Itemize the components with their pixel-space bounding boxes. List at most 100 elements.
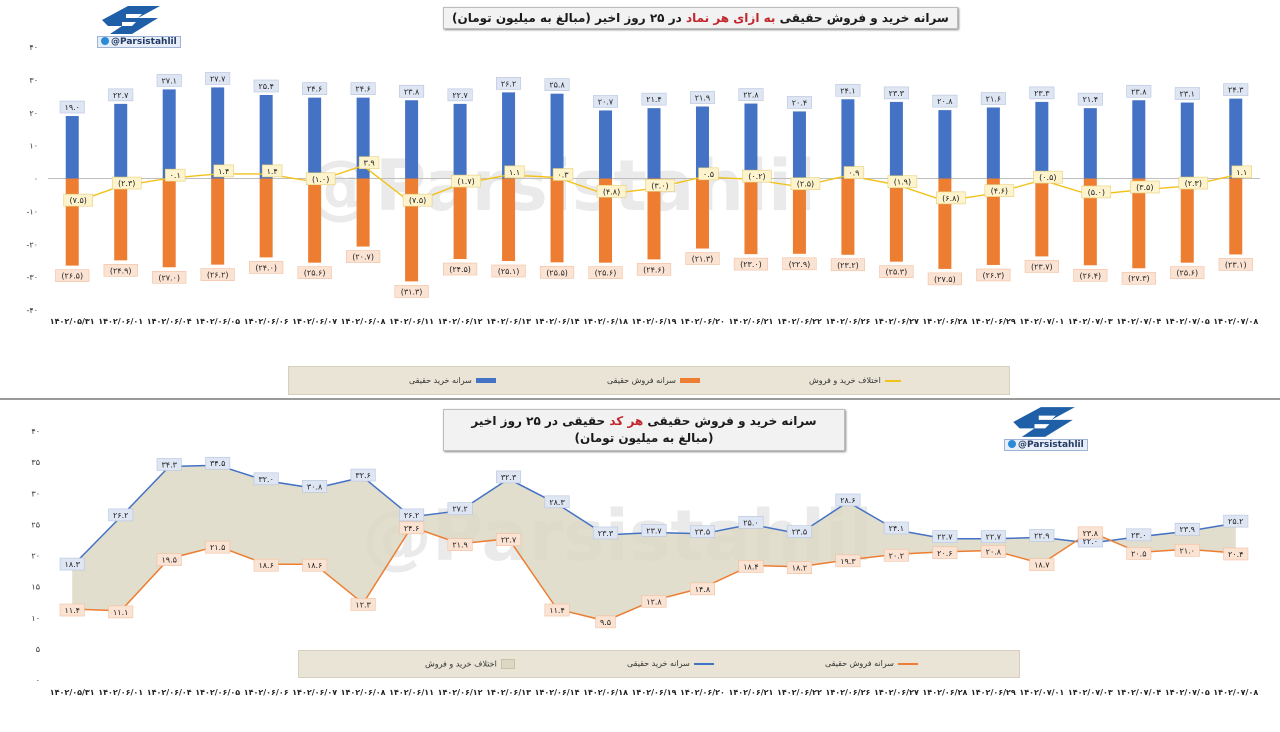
- x-tick-label: ۱۴۰۲/۰۷/۰۱: [1019, 317, 1064, 326]
- bar-sell: [308, 178, 322, 263]
- data-label-diff: (۱.۰): [305, 172, 336, 186]
- data-label-sell: (۲۰.۷): [346, 250, 381, 263]
- data-label-buy-box: [447, 88, 473, 102]
- bar-buy: [1132, 100, 1146, 179]
- bar-buy: [550, 93, 564, 179]
- data-label-sell-box: [156, 553, 182, 566]
- y-tick-label: -۴۰: [27, 306, 38, 315]
- data-label-sell: (۲۳.۷): [1024, 260, 1059, 273]
- data-label-sell: (۲۳.۲): [830, 258, 866, 272]
- data-label-buy-box: [399, 508, 425, 522]
- data-label-buy-text: ۲۷.۲: [452, 505, 467, 514]
- data-label-buy-box: [350, 82, 376, 95]
- x-tick-label: ۱۴۰۲/۰۶/۱۳: [486, 688, 531, 697]
- data-label-sell-text: (۲۵.۱): [498, 267, 520, 276]
- data-label-buy: ۲۷.۱: [156, 74, 182, 87]
- x-tick-label: ۱۴۰۲/۰۶/۲۸: [922, 317, 967, 326]
- data-label-diff-box: [305, 172, 336, 186]
- legend-item-buy: سرانه خرید حقیقی: [627, 659, 714, 668]
- data-label-buy: ۲۲.۸: [738, 88, 764, 101]
- x-tick-label: ۱۴۰۲/۰۶/۲۸: [922, 688, 967, 697]
- x-tick-label: ۱۴۰۲/۰۶/۱۲: [438, 688, 483, 697]
- bar-buy: [405, 100, 419, 179]
- x-tick-label: ۱۴۰۲/۰۶/۰۴: [147, 317, 192, 326]
- data-label-buy: ۲۳.۳: [883, 86, 909, 100]
- data-label-buy-text: ۳۰.۸: [307, 482, 323, 491]
- data-label-diff-box: [843, 166, 865, 179]
- telegram-handle: @Parsistahlil: [1004, 439, 1088, 451]
- x-tick-label: ۱۴۰۲/۰۶/۰۷: [292, 317, 337, 326]
- data-label-buy: ۲۷.۷: [205, 72, 231, 85]
- data-label-buy-text: ۲۷.۷: [210, 74, 226, 83]
- data-label-sell-text: (۲۶.۳): [983, 271, 1005, 280]
- data-label-buy-text: ۲۴.۳: [1228, 86, 1244, 95]
- data-label-sell-box: [55, 269, 90, 282]
- legend-item-buy: سرانه خرید حقیقی: [409, 376, 496, 385]
- data-label-buy-text: ۲۲.۸: [743, 91, 759, 100]
- y-tick-label: ۱۰: [31, 614, 40, 623]
- bar-buy: [65, 116, 79, 179]
- data-label-sell-box: [539, 266, 575, 279]
- data-label-sell-text: ۲۳.۸: [1083, 529, 1099, 538]
- bar-sell: [744, 178, 758, 255]
- data-label-buy-box: [593, 95, 619, 108]
- data-label-sell: ۱۸.۶: [302, 558, 328, 572]
- data-label-sell-text: (۲۰.۷): [352, 253, 374, 262]
- legend-item-diff: اختلاف خرید و فروش: [425, 659, 515, 669]
- x-tick-label: ۱۴۰۲/۰۶/۱۱: [389, 317, 434, 326]
- telegram-handle: @Parsistahlil: [97, 36, 181, 48]
- data-label-buy: ۲۲.۷: [108, 88, 134, 102]
- data-label-sell-text: (۲۱.۳): [692, 255, 714, 264]
- x-tick-label: ۱۴۰۲/۰۷/۰۱: [1019, 688, 1064, 697]
- data-label-sell: ۹.۵: [595, 615, 616, 629]
- data-label-buy: ۲۶.۲: [108, 508, 134, 522]
- data-label-buy: ۲۳.۳: [1029, 86, 1055, 100]
- data-label-buy-box: [641, 92, 667, 106]
- data-label-diff-box: [742, 169, 772, 183]
- data-label-buy-box: [1223, 514, 1249, 528]
- data-label-diff-text: (۱.۰): [312, 175, 329, 184]
- y-tick-label: ۲۰: [29, 109, 38, 118]
- data-label-buy: ۲۲.۷: [980, 530, 1006, 543]
- data-label-diff-text: (۴.۸): [603, 187, 620, 196]
- data-label-sell-box: [108, 605, 134, 619]
- data-label-sell-text: (۲۴.۹): [110, 266, 132, 275]
- data-label-sell-text: ۱۸.۶: [258, 561, 273, 570]
- data-label-sell: (۲۴.۵): [442, 262, 478, 276]
- x-tick-label: ۱۴۰۲/۰۶/۲۲: [777, 317, 822, 326]
- bar-sell: [65, 178, 79, 266]
- data-label-sell: ۲۳.۸: [1077, 526, 1103, 540]
- data-label-sell: (۲۷.۵): [927, 272, 962, 286]
- data-label-diff: (۴.۶): [984, 184, 1015, 197]
- data-label-buy-text: ۲۳.۸: [404, 87, 420, 96]
- legend-swatch: [475, 378, 496, 383]
- data-label-buy-text: ۲۸.۶: [840, 496, 855, 505]
- data-label-sell-text: (۲۳.۱): [1225, 260, 1247, 269]
- data-label-sell-box: [200, 268, 235, 281]
- data-label-buy-box: [253, 472, 279, 486]
- data-label-sell-text: (۲۴.۶): [643, 265, 665, 274]
- data-label-sell: (۲۵.۵): [539, 266, 575, 279]
- data-label-buy: ۲۳.۱: [1174, 87, 1200, 100]
- data-label-sell-text: (۲۵.۳): [886, 268, 908, 277]
- bar-sell: [550, 178, 564, 263]
- data-label-buy-box: [108, 88, 134, 102]
- x-tick-label: ۱۴۰۲/۰۶/۰۱: [98, 688, 143, 697]
- data-label-diff-box: [790, 177, 821, 191]
- data-label-diff-box: [111, 176, 142, 190]
- data-label-buy-box: [641, 524, 667, 537]
- data-label-buy-text: ۲۶.۲: [113, 511, 128, 520]
- data-label-diff-text: (۷.۵): [70, 196, 87, 205]
- x-tick-label: ۱۴۰۲/۰۷/۰۵: [1165, 688, 1210, 697]
- data-label-sell-text: ۲۰.۵: [1131, 549, 1146, 558]
- line-chart-legend: اختلاف خرید و فروش سرانه خرید حقیقی سران…: [298, 650, 1020, 678]
- data-label-buy-box: [302, 479, 328, 493]
- data-label-buy: ۲۳.۹: [1174, 522, 1200, 536]
- data-label-sell-text: ۲۲.۷: [501, 536, 517, 545]
- data-label-diff-text: ۰.۱: [170, 171, 181, 180]
- data-label-sell-text: ۱۱.۴: [65, 606, 80, 615]
- data-label-sell-text: (۲۷.۳): [1128, 274, 1150, 283]
- bar-buy: [1035, 101, 1049, 179]
- data-label-sell: ۱۱.۴: [59, 603, 85, 617]
- data-label-buy: ۲۳.۵: [786, 525, 812, 539]
